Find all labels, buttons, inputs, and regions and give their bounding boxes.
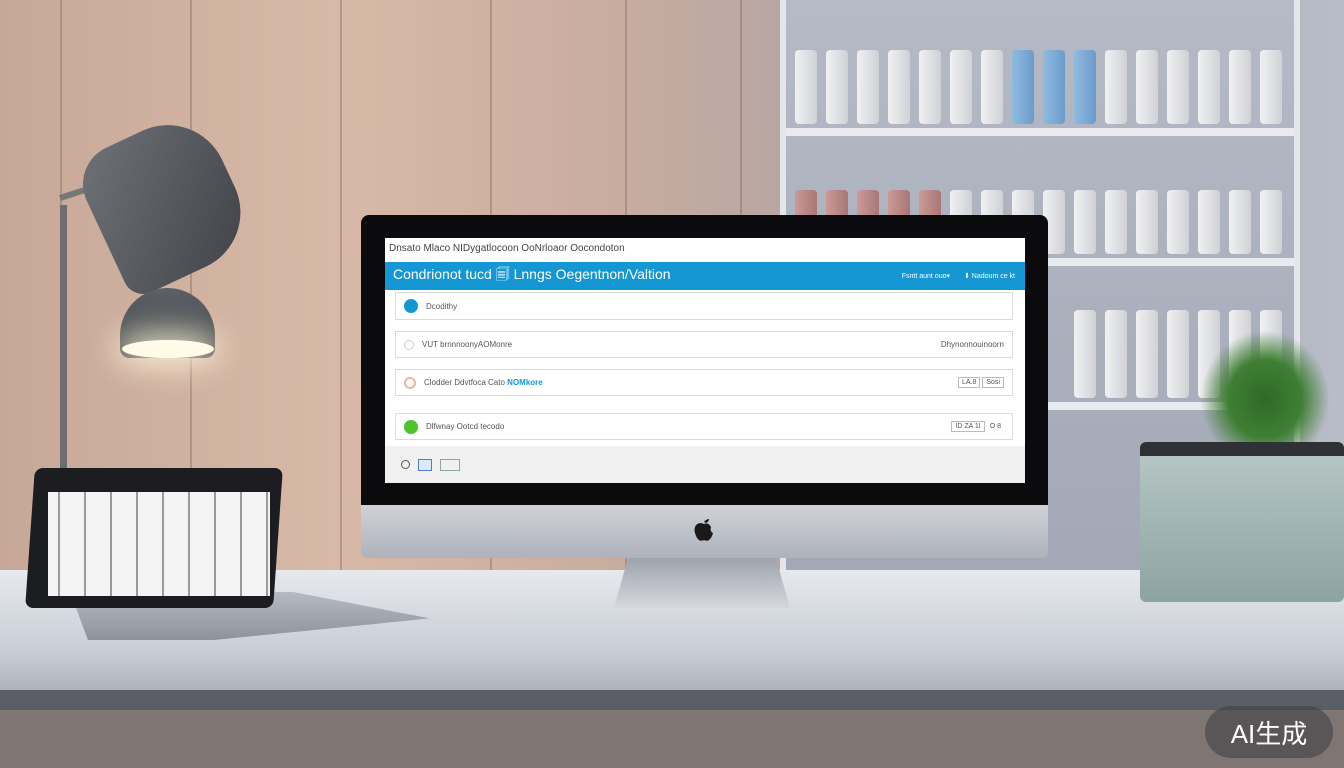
binder [1105,190,1127,254]
status-icon [404,299,418,313]
binder [1167,310,1189,398]
shelf-board [786,128,1294,136]
monitor-screen: Dnsato Mlaco NIDygatlocoon OoNrloaor Ooc… [385,238,1025,483]
watermark: AI生成 [1205,706,1333,758]
list-item[interactable]: Dlfwnay Ootcd tecodo ID ZA 1I O 8 [395,413,1013,440]
binder [1105,310,1127,398]
page-title: Condrionot tucd 🗐 Lnngs Oegentnon/Valtio… [393,266,671,282]
row-button[interactable]: LA.8 [957,377,981,388]
binder [1167,190,1189,254]
binder [1260,190,1282,254]
binder [857,50,879,124]
apple-logo-icon [692,515,716,550]
list-item[interactable]: Clodder Ddvtfoca Cato NOMkore LA.8 Sosi [395,369,1013,396]
row-button[interactable]: O 8 [989,423,1001,430]
binder [1074,310,1096,398]
lamp-light [122,340,214,358]
cabinet-panel [190,0,192,570]
desk-edge [0,690,1344,710]
row-label: VUT brnnnoonyAOMonre [422,340,513,349]
row-button[interactable]: ID ZA 1I [951,421,985,432]
binder [1136,310,1158,398]
row-label: Dlfwnay Ootcd tecodo [426,422,505,431]
binder [1198,50,1220,124]
document-icon[interactable] [418,458,432,471]
footer-toolbar [385,446,1025,483]
binder [919,50,941,124]
binder [1043,190,1065,254]
plant [1200,330,1330,445]
row-value: Dhynonnouinoorn [940,340,1004,349]
binder [1012,50,1034,124]
binder [981,50,1003,124]
binder [1229,190,1251,254]
keyboard-icon[interactable] [440,458,460,471]
under-desk [0,710,1344,768]
lamp-pole [60,205,67,470]
row-highlight: NOMkore [507,378,543,387]
printer [1140,442,1344,602]
row-label: Clodder Ddvtfoca Cato [424,378,505,387]
header-bar: Condrionot tucd 🗐 Lnngs Oegentnon/Valtio… [385,262,1025,290]
binder [1074,190,1096,254]
binder [888,50,910,124]
settings-icon[interactable] [401,460,410,469]
binder [795,50,817,124]
row-label: Dcodithy [426,301,458,311]
list-item[interactable]: VUT brnnnoonyAOMonre Dhynonnouinoorn [395,331,1013,358]
status-icon [404,376,416,389]
row-button[interactable]: Sosi [982,377,1004,388]
header-link[interactable]: Fsntt aunt ouo▾ [901,273,950,280]
breadcrumb: Dnsato Mlaco NIDygatlocoon OoNrloaor Ooc… [389,243,625,254]
binder [1136,50,1158,124]
binder [1229,50,1251,124]
binder [1136,190,1158,254]
binder [1105,50,1127,124]
status-icon [404,419,418,434]
status-icon [404,339,414,350]
binder [950,50,972,124]
binder [1043,50,1065,124]
printer-top [1140,442,1344,456]
binder [826,50,848,124]
binder [1074,50,1096,124]
list-item[interactable]: Dcodithy [395,292,1013,320]
cabinet-panel [340,0,342,570]
monitor-stand [614,558,790,608]
binder [1167,50,1189,124]
binder [1198,190,1220,254]
binder [1260,50,1282,124]
header-link[interactable]: ⬇ Nadoum ce kt [964,273,1015,280]
laptop-display [48,492,270,596]
